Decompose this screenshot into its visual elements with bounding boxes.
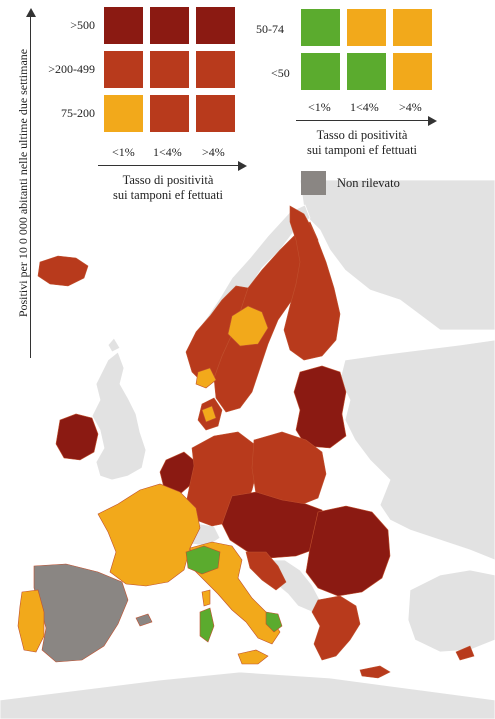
left-legend-cell-r1-c3 [196, 7, 235, 44]
right-col-label-2: 1<4% [350, 100, 379, 114]
right-legend-cell-r2-c2 [347, 53, 386, 90]
romania-bulgaria [305, 505, 391, 597]
left-row-label-1: >500 [70, 18, 95, 32]
sardinia [199, 607, 215, 643]
right-legend-cell-r1-c3 [393, 9, 432, 46]
greece [311, 595, 361, 661]
left-col-label-2: 1<4% [153, 145, 182, 159]
right-row-label-1: 50-74 [256, 22, 284, 36]
left-legend-cell-r3-c1 [104, 95, 143, 132]
finland [283, 205, 341, 361]
italy-south-green [265, 611, 283, 633]
right-col-label-1: <1% [308, 100, 331, 114]
left-legend-cell-r1-c2 [150, 7, 189, 44]
norway-region [227, 305, 269, 347]
balearics [135, 613, 153, 627]
corsica [201, 589, 211, 607]
baltics [293, 365, 347, 449]
right-legend-cell-r1-c2 [347, 9, 386, 46]
vertical-axis-label: Positivi per 10 0 000 abitanti nelle ult… [16, 48, 30, 318]
right-x-title: Tasso di positività sui tamponi ef fettu… [296, 128, 428, 158]
right-x-title-line-1: Tasso di positività [316, 128, 408, 142]
ireland [55, 413, 99, 461]
vertical-axis-arrowhead [26, 8, 36, 17]
left-legend-cell-r3-c2 [150, 95, 189, 132]
spain [33, 563, 129, 663]
left-row-label-3: 75-200 [61, 106, 95, 120]
right-horizontal-axis-line [296, 120, 428, 121]
italy-north-green [185, 545, 221, 575]
right-horizontal-axis-arrowhead [428, 116, 437, 126]
benelux [159, 451, 197, 495]
crete [359, 665, 391, 679]
right-row-label-2: <50 [271, 66, 290, 80]
sicily [237, 649, 269, 665]
right-legend-cell-r2-c1 [301, 53, 340, 90]
poland [251, 431, 327, 507]
left-horizontal-axis-arrowhead [238, 161, 247, 171]
right-legend-cell-r2-c3 [393, 53, 432, 90]
left-x-title-line-1: Tasso di positività [122, 173, 214, 187]
iceland [37, 255, 89, 287]
left-row-label-2: >200-499 [48, 62, 95, 76]
denmark-region [201, 405, 217, 423]
croatia [245, 551, 287, 591]
not-reported-label: Non rilevato [337, 176, 400, 190]
sweden-region [195, 367, 217, 389]
left-col-label-1: <1% [112, 145, 135, 159]
left-legend-cell-r3-c3 [196, 95, 235, 132]
vertical-axis-arrow [30, 16, 31, 358]
europe-map [0, 180, 495, 719]
left-legend-cell-r2-c1 [104, 51, 143, 88]
left-legend-cell-r2-c3 [196, 51, 235, 88]
left-col-label-3: >4% [202, 145, 225, 159]
cyprus [455, 645, 475, 661]
not-reported-swatch [301, 171, 326, 195]
non-eu-countries [0, 180, 495, 719]
left-x-title: Tasso di positività sui tamponi ef fettu… [98, 173, 238, 203]
right-legend-cell-r1-c1 [301, 9, 340, 46]
left-x-title-line-2: sui tamponi ef fettuati [112, 188, 224, 202]
right-col-label-3: >4% [399, 100, 422, 114]
france [97, 483, 201, 587]
left-legend-cell-r2-c2 [150, 51, 189, 88]
countries [17, 205, 475, 679]
left-legend-cell-r1-c1 [104, 7, 143, 44]
portugal [17, 589, 45, 653]
right-x-title-line-2: sui tamponi ef fettuati [306, 143, 418, 157]
left-horizontal-axis-line [98, 165, 238, 166]
